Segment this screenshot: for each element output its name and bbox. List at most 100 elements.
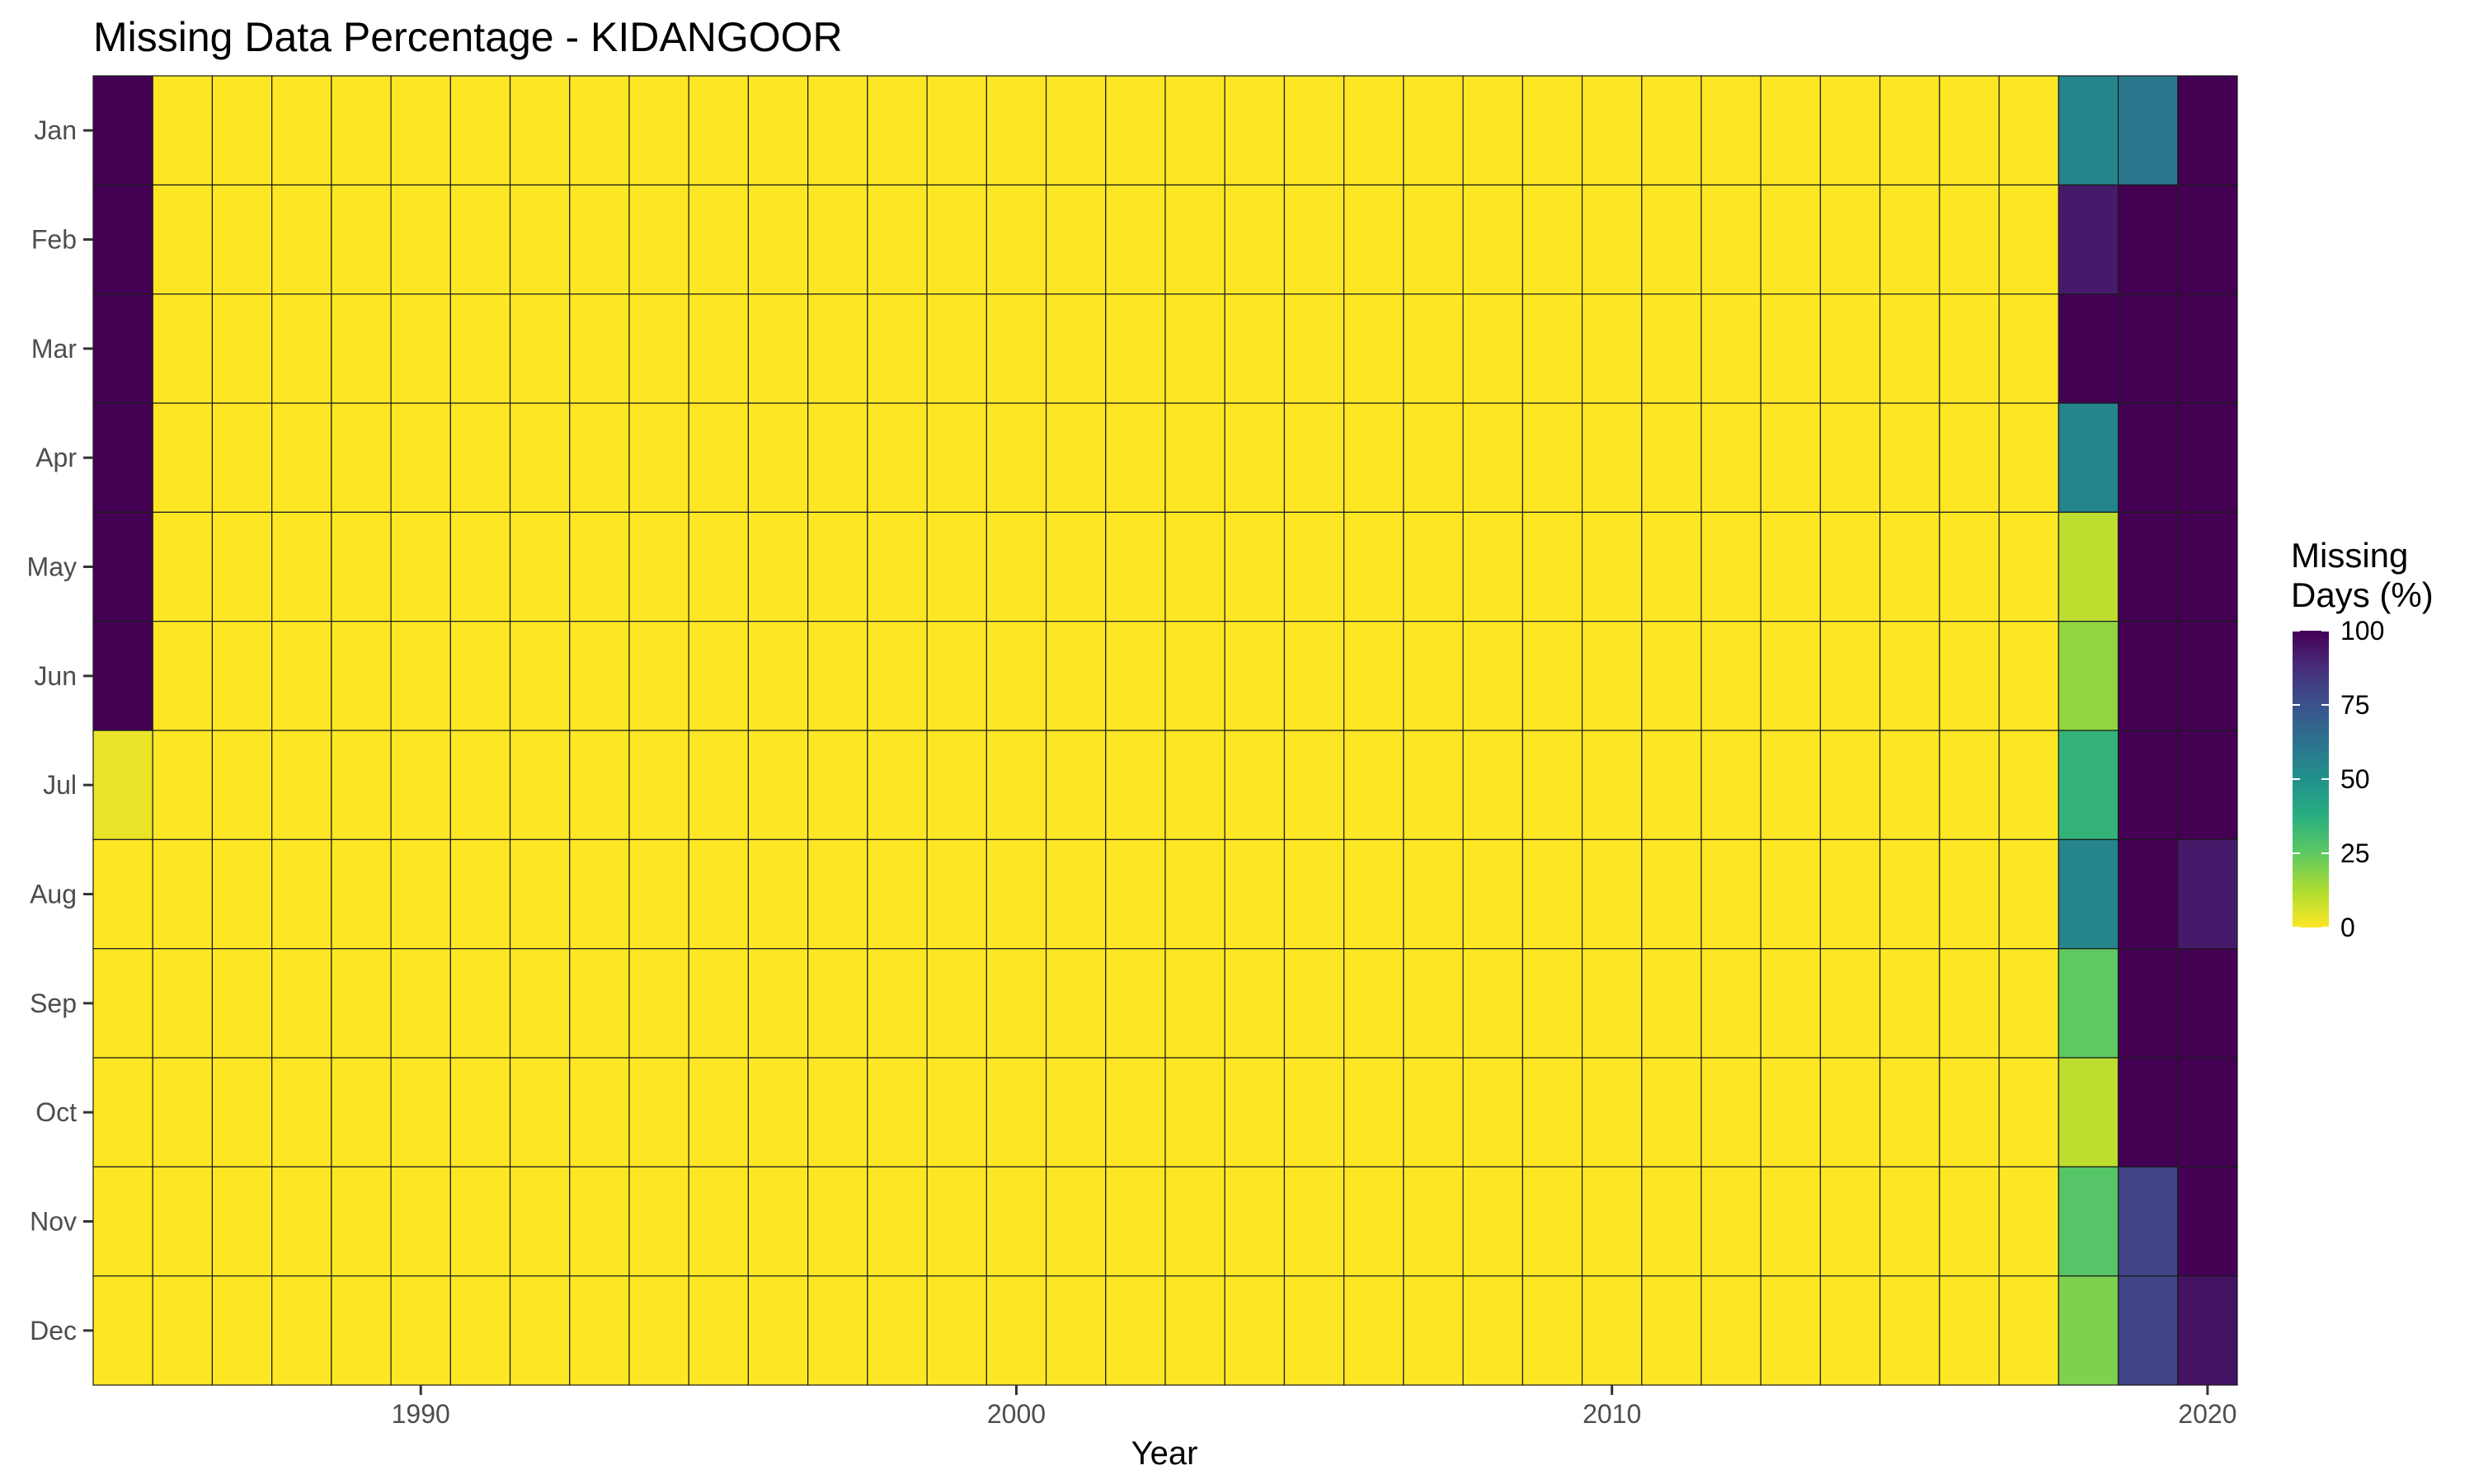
heatmap-cell-1999-jul <box>926 730 987 840</box>
heatmap-cell-2011-jul <box>1641 730 1702 840</box>
heatmap-cell-2000-feb <box>985 184 1047 295</box>
heatmap-cell-2007-apr <box>1403 402 1464 513</box>
heatmap-cell-1994-nov <box>628 1166 689 1277</box>
heatmap-cell-1995-nov <box>688 1166 750 1277</box>
y-tick-label-jul: Jul <box>43 770 77 800</box>
heatmap-cell-2012-jun <box>1700 621 1761 731</box>
heatmap-cell-1996-sep <box>747 948 809 1059</box>
heatmap-cell-1998-feb <box>867 184 928 295</box>
heatmap-cell-2009-aug <box>1522 838 1583 950</box>
heatmap-cell-1991-may <box>449 511 511 622</box>
heatmap-cell-2013-aug <box>1760 838 1822 950</box>
heatmap-cell-1988-jan <box>271 75 332 186</box>
heatmap-cell-2013-jul <box>1760 730 1822 840</box>
heatmap-cell-2014-may <box>1819 511 1881 622</box>
heatmap-cell-2009-may <box>1522 511 1583 622</box>
heatmap-cell-2010-dec <box>1581 1275 1643 1386</box>
heatmap-cell-1990-dec <box>390 1275 451 1386</box>
heatmap-cell-2015-sep <box>1879 948 1940 1059</box>
heatmap-cell-1992-apr <box>509 402 571 513</box>
heatmap-cell-1991-apr <box>449 402 511 513</box>
heatmap-cell-2017-mar <box>1998 294 2059 404</box>
heatmap-cell-2019-jul <box>2117 730 2179 840</box>
heatmap-cell-1995-may <box>688 511 750 622</box>
heatmap-cell-1988-jun <box>271 621 332 731</box>
heatmap-cell-1985-aug <box>92 838 153 950</box>
heatmap-cell-2019-aug <box>2117 838 2179 950</box>
heatmap-cell-1990-apr <box>390 402 451 513</box>
heatmap-cell-2016-may <box>1939 511 2000 622</box>
heatmap-cell-1993-apr <box>569 402 630 513</box>
heatmap-cell-2013-mar <box>1760 294 1822 404</box>
heatmap-cell-2004-mar <box>1224 294 1286 404</box>
heatmap-cell-1987-apr <box>211 402 273 513</box>
heatmap-cell-2001-oct <box>1045 1057 1107 1167</box>
heatmap-cell-2009-mar <box>1522 294 1583 404</box>
heatmap-cell-2006-oct <box>1343 1057 1404 1167</box>
heatmap-cell-2006-dec <box>1343 1275 1404 1386</box>
heatmap-cell-2009-nov <box>1522 1166 1583 1277</box>
heatmap-cell-2007-nov <box>1403 1166 1464 1277</box>
heatmap-cell-1991-mar <box>449 294 511 404</box>
heatmap-cell-2004-feb <box>1224 184 1286 295</box>
heatmap-cell-2004-apr <box>1224 402 1286 513</box>
heatmap-cell-1991-dec <box>449 1275 511 1386</box>
heatmap-cell-2000-jun <box>985 621 1047 731</box>
legend-tick-label-75: 75 <box>2340 690 2370 720</box>
heatmap-cell-1989-jun <box>331 621 392 731</box>
heatmap-cell-2020-may <box>2177 511 2238 622</box>
heatmap-cell-1988-nov <box>271 1166 332 1277</box>
heatmap-cell-1995-apr <box>688 402 750 513</box>
heatmap-cell-1988-may <box>271 511 332 622</box>
heatmap-cell-2000-jul <box>985 730 1047 840</box>
heatmap-cell-2007-feb <box>1403 184 1464 295</box>
heatmap-cell-2014-sep <box>1819 948 1881 1059</box>
heatmap-cell-2008-oct <box>1462 1057 1523 1167</box>
heatmap-cell-1996-may <box>747 511 809 622</box>
heatmap-cell-2004-dec <box>1224 1275 1286 1386</box>
heatmap-cell-1992-jun <box>509 621 571 731</box>
heatmap-cell-2008-aug <box>1462 838 1523 950</box>
heatmap-cell-2002-aug <box>1105 838 1166 950</box>
heatmap-cell-2018-sep <box>2058 948 2119 1059</box>
x-tick-label-1990: 1990 <box>392 1399 450 1429</box>
heatmap-cell-1990-sep <box>390 948 451 1059</box>
heatmap-cell-2002-mar <box>1105 294 1166 404</box>
heatmap-cell-1994-dec <box>628 1275 689 1386</box>
heatmap-cell-2020-jun <box>2177 621 2238 731</box>
heatmap-cell-1999-jun <box>926 621 987 731</box>
heatmap-cell-1999-may <box>926 511 987 622</box>
heatmap-cell-2019-oct <box>2117 1057 2179 1167</box>
heatmap-cell-1985-nov <box>92 1166 153 1277</box>
heatmap-cell-2017-sep <box>1998 948 2059 1059</box>
legend-title-line1: Missing <box>2291 536 2408 575</box>
heatmap-cell-1995-mar <box>688 294 750 404</box>
heatmap-cell-2008-dec <box>1462 1275 1523 1386</box>
heatmap-cell-2015-mar <box>1879 294 1940 404</box>
heatmap-cell-2019-jan <box>2117 75 2179 186</box>
heatmap-cell-1994-jun <box>628 621 689 731</box>
heatmap-cell-1986-feb <box>152 184 214 295</box>
heatmap-cell-2001-jun <box>1045 621 1107 731</box>
heatmap-cell-1991-oct <box>449 1057 511 1167</box>
heatmap-cell-2007-sep <box>1403 948 1464 1059</box>
heatmap-cell-1992-sep <box>509 948 571 1059</box>
heatmap-cell-1993-jul <box>569 730 630 840</box>
heatmap-cell-1986-may <box>152 511 214 622</box>
heatmap-cell-2002-jun <box>1105 621 1166 731</box>
heatmap-cell-2006-apr <box>1343 402 1404 513</box>
heatmap-cell-2013-nov <box>1760 1166 1822 1277</box>
heatmap-cell-2008-apr <box>1462 402 1523 513</box>
heatmap-cell-1998-sep <box>867 948 928 1059</box>
heatmap-cell-2006-sep <box>1343 948 1404 1059</box>
heatmap-cell-1985-jul <box>92 730 153 840</box>
heatmap-cell-1990-feb <box>390 184 451 295</box>
heatmap-cell-2006-aug <box>1343 838 1404 950</box>
heatmap-cell-1987-may <box>211 511 273 622</box>
heatmap-cell-2017-may <box>1998 511 2059 622</box>
heatmap-cell-1987-feb <box>211 184 273 295</box>
heatmap-cell-2000-dec <box>985 1275 1047 1386</box>
heatmap-cell-2020-oct <box>2177 1057 2238 1167</box>
heatmap-cell-2012-sep <box>1700 948 1761 1059</box>
heatmap-cell-2008-mar <box>1462 294 1523 404</box>
